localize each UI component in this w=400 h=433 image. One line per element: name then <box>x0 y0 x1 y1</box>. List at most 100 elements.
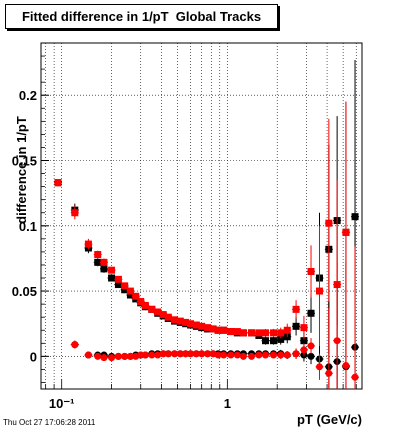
data-point-circle <box>307 342 315 350</box>
data-point-square <box>292 322 300 330</box>
data-point-square <box>154 308 162 316</box>
y-tick-label: 0.2 <box>19 88 37 103</box>
data-point-circle <box>198 350 206 358</box>
data-point-square <box>164 313 172 321</box>
data-point-square <box>132 292 140 300</box>
data-point-square <box>300 324 308 332</box>
data-point-square <box>255 329 263 337</box>
chart-title: Fitted difference in 1/pT Global Tracks <box>5 4 278 29</box>
data-point-square <box>121 286 129 294</box>
data-point-circle <box>262 351 270 359</box>
timestamp: Thu Oct 27 17:06:28 2011 <box>3 418 96 427</box>
data-point-square <box>315 287 323 295</box>
data-point-square <box>100 258 108 266</box>
data-point-square <box>248 329 256 337</box>
data-point-circle <box>342 361 350 369</box>
data-point-square <box>94 251 102 259</box>
data-point-circle <box>239 352 247 360</box>
y-axis-title: difference in 1/pT <box>14 116 29 224</box>
data-point-circle <box>283 351 291 359</box>
data-point-circle <box>292 350 300 358</box>
x-axis-title: pT (GeV/c) <box>296 412 362 427</box>
y-tick-label: 0.1 <box>19 219 37 234</box>
data-point-circle <box>182 350 190 358</box>
data-point-square <box>283 326 291 334</box>
data-point-square <box>270 337 278 345</box>
data-point-square <box>277 335 285 343</box>
data-point-square <box>214 326 222 334</box>
data-point-square <box>204 324 212 332</box>
data-point-square <box>100 265 108 273</box>
data-point-circle <box>100 354 108 362</box>
data-point-square <box>141 301 149 309</box>
data-point-circle <box>333 337 341 345</box>
data-point-square <box>270 329 278 337</box>
data-point-square <box>198 322 206 330</box>
y-tick-label: 0 <box>30 349 37 364</box>
data-point-square <box>277 329 285 337</box>
data-point-square <box>137 298 145 306</box>
data-point-circle <box>325 369 333 377</box>
data-point-square <box>187 320 195 328</box>
data-point-square <box>126 291 134 299</box>
data-point-circle <box>270 351 278 359</box>
data-point-square <box>209 325 217 333</box>
data-point-circle <box>176 350 184 358</box>
data-point-circle <box>164 350 172 358</box>
y-tick-label: 0.15 <box>12 154 37 169</box>
data-point-circle <box>114 352 122 360</box>
data-point-circle <box>187 350 195 358</box>
data-point-circle <box>148 351 156 359</box>
data-point-square <box>307 267 315 275</box>
y-tick-label: 0.05 <box>12 284 37 299</box>
data-point-square <box>94 258 102 266</box>
data-point-square <box>262 337 270 345</box>
data-point-circle <box>171 350 179 358</box>
data-point-square <box>182 318 190 326</box>
data-point-circle <box>141 351 149 359</box>
x-tick-label: 10⁻¹ <box>49 396 75 411</box>
x-tick-label: 1 <box>224 396 231 411</box>
data-point-circle <box>227 351 235 359</box>
data-point-circle <box>307 352 315 360</box>
data-point-circle <box>214 351 222 359</box>
data-point-circle <box>126 352 134 360</box>
data-point-square <box>171 316 179 324</box>
data-point-circle <box>351 373 359 381</box>
data-point-square <box>121 282 129 290</box>
data-point-square <box>114 281 122 289</box>
data-point-square <box>192 321 200 329</box>
data-point-square <box>159 311 167 319</box>
data-point-square <box>292 305 300 313</box>
data-point-square <box>233 328 241 336</box>
data-point-circle <box>192 350 200 358</box>
data-point-square <box>176 317 184 325</box>
data-point-circle <box>220 351 228 359</box>
data-point-square <box>300 337 308 345</box>
data-point-square <box>71 209 79 217</box>
data-point-square <box>84 240 92 248</box>
data-point-circle <box>121 352 129 360</box>
data-point-circle <box>108 354 116 362</box>
data-point-square <box>227 328 235 336</box>
data-point-square <box>307 309 315 317</box>
data-point-circle <box>54 179 62 187</box>
data-point-circle <box>277 351 285 359</box>
data-point-square <box>108 266 116 274</box>
data-point-circle <box>300 346 308 354</box>
data-point-circle <box>255 351 263 359</box>
data-point-circle <box>204 350 212 358</box>
data-point-square <box>325 219 333 227</box>
data-point-square <box>220 326 228 334</box>
data-point-circle <box>71 341 79 349</box>
data-point-square <box>262 329 270 337</box>
data-point-square <box>114 275 122 283</box>
data-point-circle <box>84 351 92 359</box>
data-point-circle <box>94 352 102 360</box>
data-point-square <box>342 228 350 236</box>
data-point-square <box>126 287 134 295</box>
data-point-square <box>148 305 156 313</box>
data-point-circle <box>233 351 241 359</box>
data-point-circle <box>248 352 256 360</box>
